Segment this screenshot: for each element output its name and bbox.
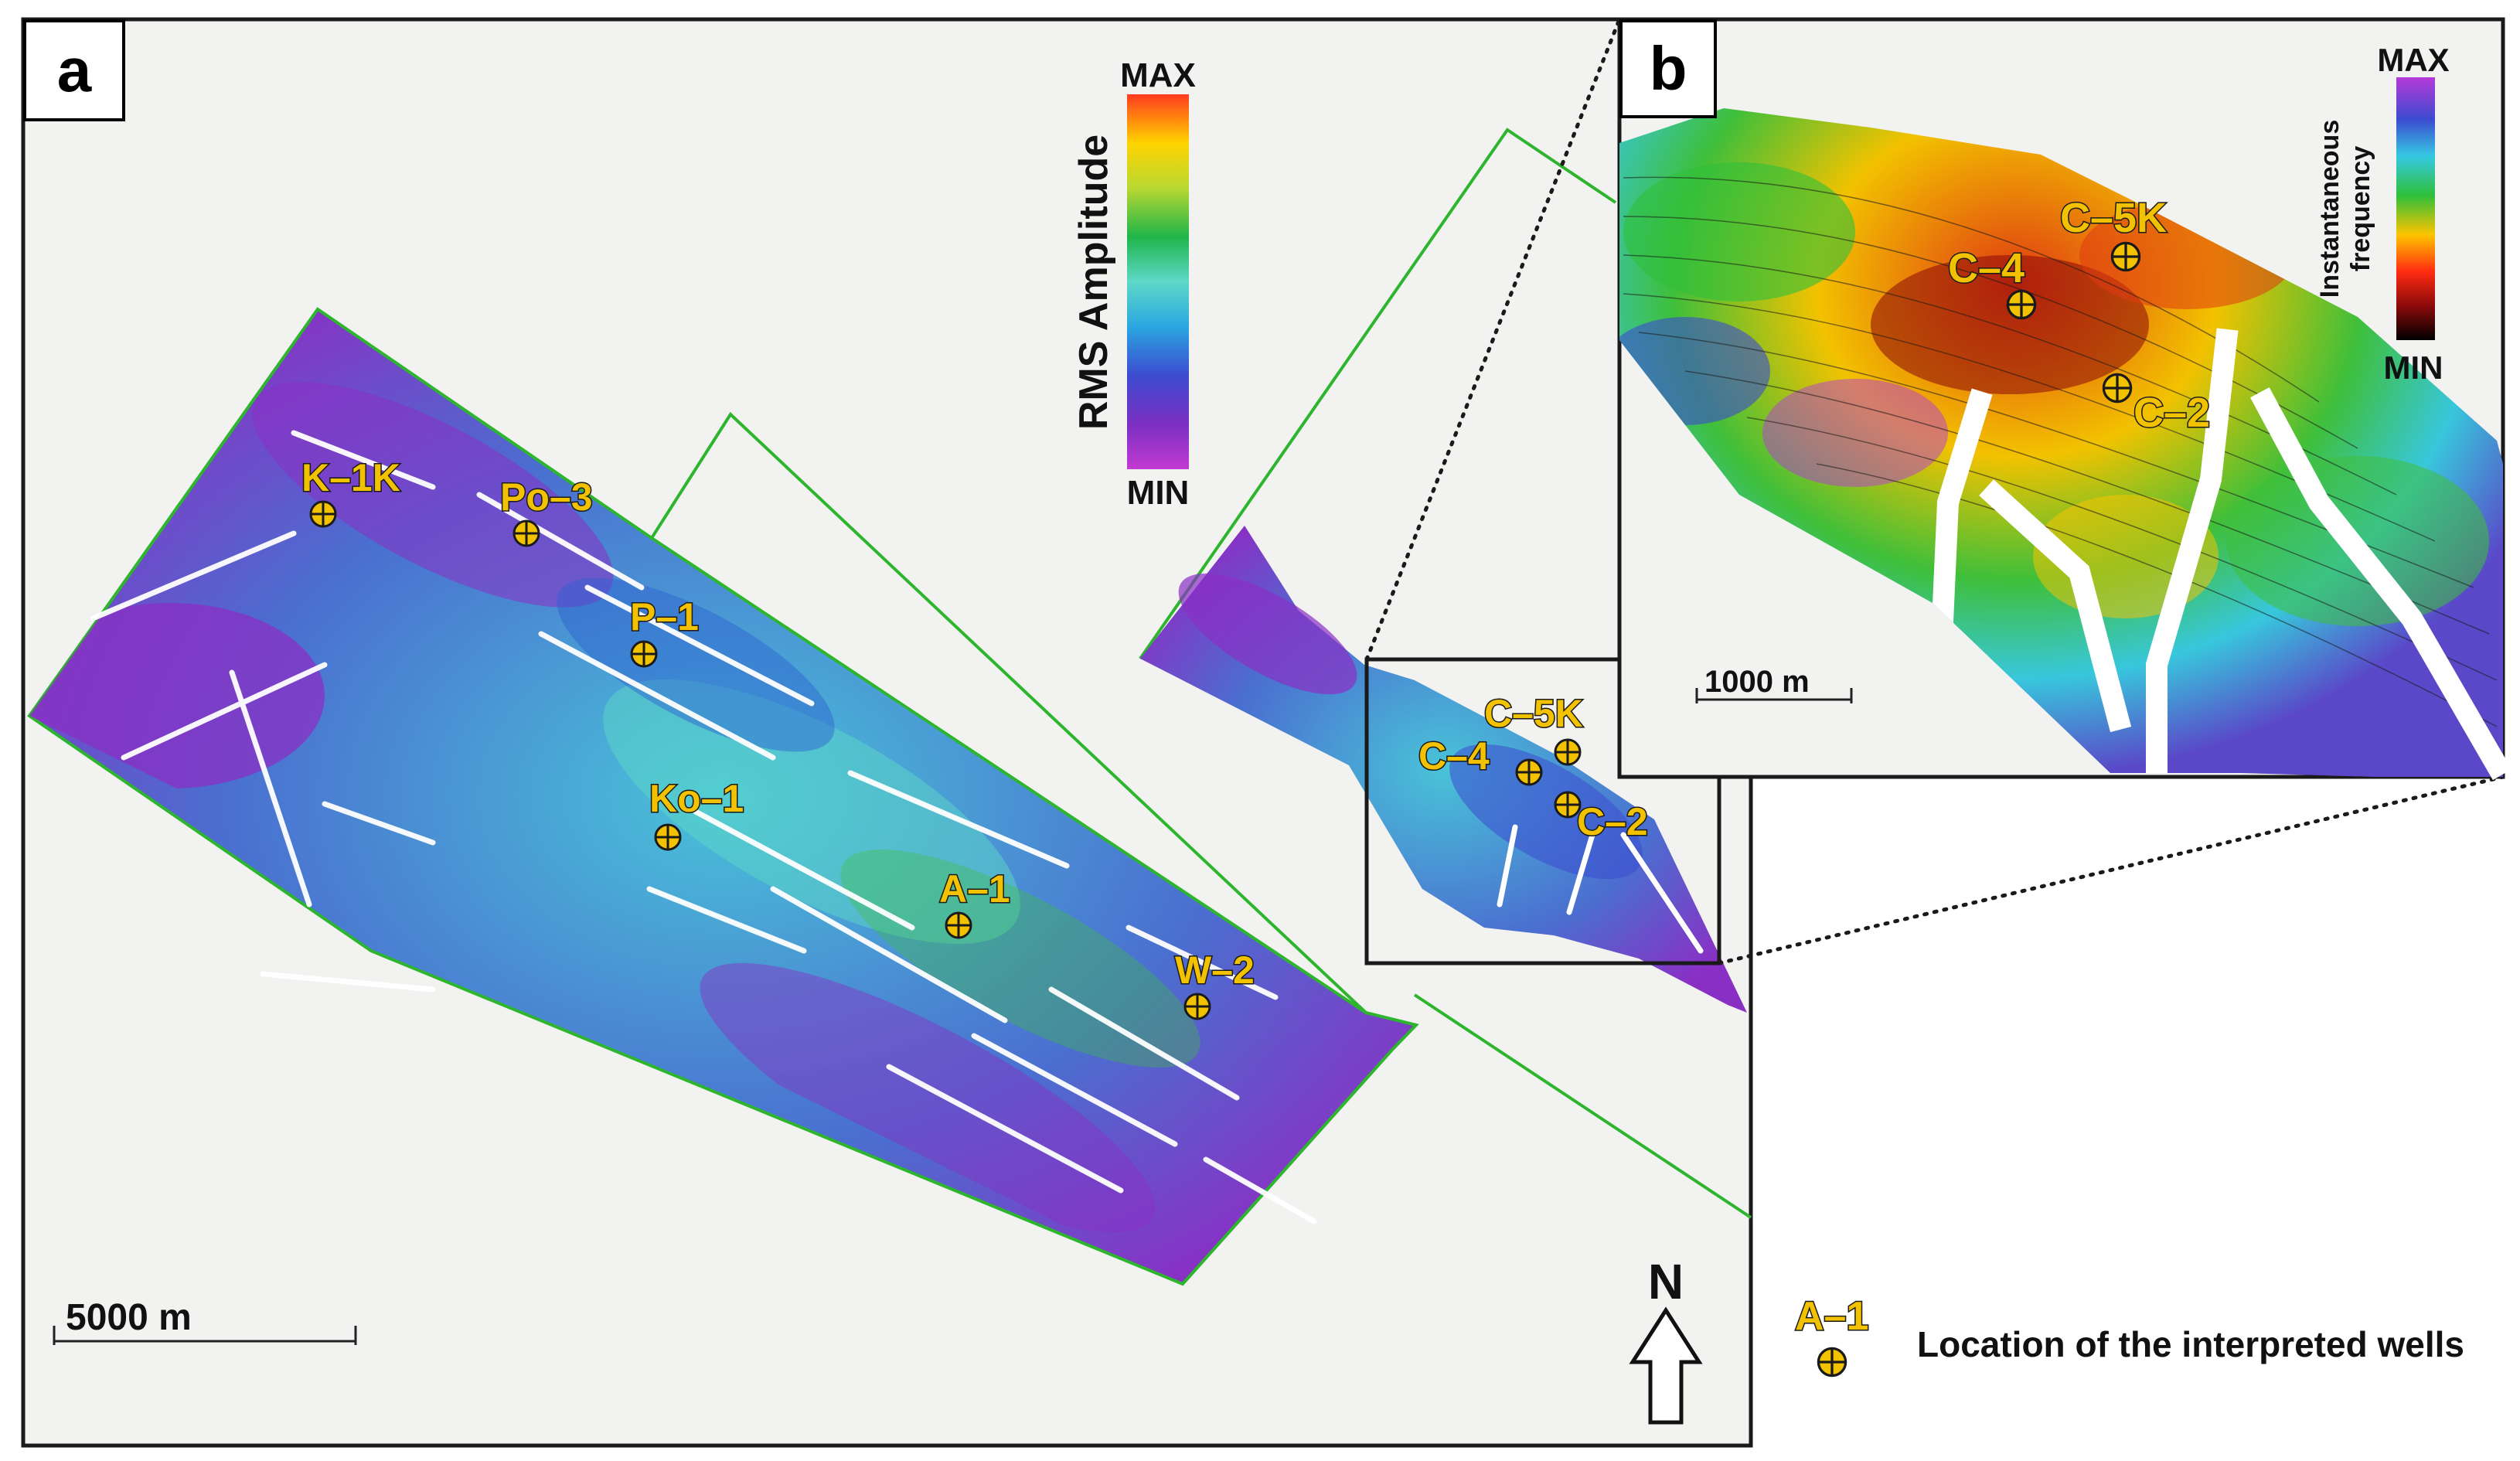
well-label: W–2 <box>1175 948 1255 992</box>
scale-bar-a: 5000 m <box>53 1297 357 1345</box>
scale-bar-a-label: 5000 m <box>66 1297 192 1338</box>
frequency-colorbar-title-1: Instantaneous <box>2315 120 2345 298</box>
well-marker: A–1 <box>938 867 1011 939</box>
well-marker: P–1 <box>629 594 700 668</box>
rms-amplitude-strip <box>1140 526 1747 1013</box>
frequency-colorbar-min: MIN <box>2384 349 2443 386</box>
scale-bar-b-label: 1000 m <box>1704 665 1810 699</box>
rms-colorbar: MAX MIN RMS Amplitude <box>1071 56 1196 512</box>
rms-colorbar-title: RMS Amplitude <box>1071 135 1116 430</box>
well-marker: C–2 <box>1554 791 1649 845</box>
frequency-colorbar-max: MAX <box>2377 42 2449 78</box>
well-marker: C–5K <box>1483 691 1584 766</box>
rms-amplitude-map <box>27 307 1419 1286</box>
well-label: C–4 <box>1418 734 1490 778</box>
rms-colorbar-max: MAX <box>1120 56 1196 94</box>
legend-well-icon <box>1817 1347 1847 1378</box>
well-label: A–1 <box>939 867 1010 911</box>
well-marker: C–4 <box>1947 244 2037 320</box>
well-label: P–1 <box>630 595 699 639</box>
frequency-colorbar: MAX MIN Instantaneous frequency <box>2315 42 2450 386</box>
well-label: Po–3 <box>500 475 593 519</box>
well-label: C–2 <box>1577 800 1648 843</box>
well-legend: A–1 Location of the interpreted wells <box>1794 1293 2464 1378</box>
frequency-colorbar-title-2: frequency <box>2346 146 2375 272</box>
well-label: C–5K <box>2060 195 2167 241</box>
panel-b-label: b <box>1619 19 1717 118</box>
inset-box <box>1364 657 1721 965</box>
north-arrow-icon <box>1629 1306 1703 1425</box>
well-marker: C–2 <box>2102 373 2212 438</box>
well-marker: W–2 <box>1174 948 1255 1020</box>
well-markers-a: K–1K Po–3 P–1 Ko–1 A–1 W–2 C–5K C–4 <box>301 455 1649 1020</box>
legend-description: Location of the interpreted wells <box>1917 1324 2464 1364</box>
well-marker: C–4 <box>1418 734 1543 786</box>
well-marker: Ko–1 <box>649 776 745 851</box>
scale-bar-b: 1000 m <box>1695 665 1853 703</box>
well-label: C–2 <box>2133 390 2210 436</box>
north-arrow: N <box>1629 1254 1703 1425</box>
well-marker: K–1K <box>301 455 401 528</box>
well-marker: C–5K <box>2059 194 2168 272</box>
north-arrow-label: N <box>1648 1254 1684 1309</box>
survey-outline <box>650 128 1752 1219</box>
well-label: C–5K <box>1484 692 1583 735</box>
well-label: C–4 <box>1948 245 2025 291</box>
legend-well-label: A–1 <box>1795 1294 1868 1339</box>
rms-colorbar-min: MIN <box>1127 474 1190 512</box>
well-marker: Po–3 <box>499 475 594 547</box>
panel-a-label: a <box>23 19 125 121</box>
well-label: K–1K <box>301 456 400 499</box>
inset-connectors <box>1364 17 2505 965</box>
well-markers-b: C–5K C–4 C–2 <box>1947 194 2212 438</box>
well-label: Ko–1 <box>649 777 744 820</box>
